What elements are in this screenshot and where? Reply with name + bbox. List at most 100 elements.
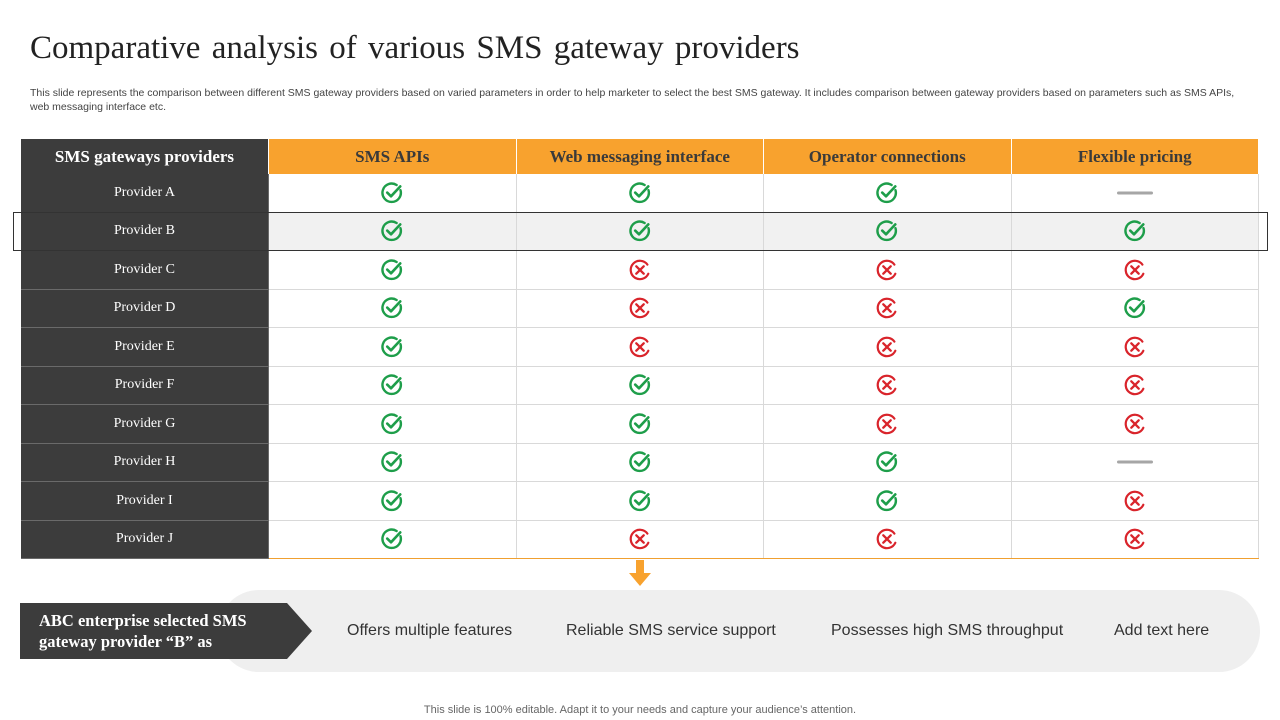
provider-name-cell: Provider G bbox=[21, 404, 269, 444]
check-circle-icon bbox=[1124, 220, 1145, 242]
check-circle-icon bbox=[381, 374, 403, 396]
x-circle-icon bbox=[1124, 528, 1145, 550]
check-circle-icon bbox=[876, 490, 898, 511]
x-circle-icon bbox=[876, 528, 897, 550]
provider-name-cell: Provider D bbox=[21, 289, 269, 328]
cell-flexible-pricing bbox=[1011, 327, 1259, 367]
cell-web-messaging-interface bbox=[516, 212, 764, 251]
x-circle-icon bbox=[629, 528, 650, 550]
provider-name-cell: Provider F bbox=[21, 366, 269, 405]
check-circle-icon bbox=[629, 374, 650, 396]
x-circle-icon bbox=[1124, 413, 1145, 434]
column-header-web-messaging-interface: Web messaging interface bbox=[516, 139, 764, 174]
reason-add-text-placeholder: Add text here bbox=[1114, 622, 1210, 639]
cell-web-messaging-interface bbox=[516, 520, 764, 559]
x-circle-icon bbox=[1124, 259, 1145, 280]
cell-operator-connections bbox=[763, 404, 1012, 444]
check-circle-icon bbox=[629, 413, 650, 434]
cell-sms-apis bbox=[268, 481, 517, 521]
reason-reliable-support: Reliable SMS service support bbox=[566, 622, 776, 639]
arrow-down-icon bbox=[629, 560, 651, 586]
selection-reasons-band: Offers multiple features Reliable SMS se… bbox=[218, 590, 1260, 672]
cell-flexible-pricing bbox=[1011, 366, 1259, 405]
x-circle-icon bbox=[876, 413, 897, 434]
x-circle-icon bbox=[629, 336, 650, 357]
reason-high-throughput: Possesses high SMS throughput bbox=[831, 622, 1064, 639]
cell-flexible-pricing bbox=[1011, 250, 1259, 290]
table-row: Provider H bbox=[21, 443, 1259, 482]
slide-title: Comparative analysis of various SMS gate… bbox=[30, 30, 800, 66]
cell-sms-apis bbox=[268, 289, 517, 328]
table-row: Provider B bbox=[21, 212, 1259, 251]
check-circle-icon bbox=[629, 451, 650, 473]
check-circle-icon bbox=[381, 490, 403, 511]
column-header-flexible-pricing: Flexible pricing bbox=[1011, 139, 1259, 174]
table-row: Provider I bbox=[21, 481, 1259, 521]
table-body: Provider A Provider B Provider C Provider D… bbox=[21, 174, 1259, 559]
cell-operator-connections bbox=[763, 250, 1012, 290]
cell-sms-apis bbox=[268, 327, 517, 367]
check-circle-icon bbox=[629, 220, 650, 242]
table-row: Provider C bbox=[21, 250, 1259, 290]
cell-operator-connections bbox=[763, 481, 1012, 521]
x-circle-icon bbox=[876, 336, 897, 357]
provider-name-cell: Provider C bbox=[21, 250, 269, 290]
reason-multiple-features: Offers multiple features bbox=[347, 622, 513, 639]
cell-operator-connections bbox=[763, 289, 1012, 328]
table-row: Provider J bbox=[21, 520, 1259, 559]
cell-sms-apis bbox=[268, 366, 517, 405]
column-header-operator-connections: Operator connections bbox=[763, 139, 1012, 174]
provider-name-cell: Provider J bbox=[21, 520, 269, 559]
cell-web-messaging-interface bbox=[516, 250, 764, 290]
x-circle-icon bbox=[876, 297, 897, 319]
table-header-row: SMS gateways providers SMS APIs Web mess… bbox=[21, 139, 1259, 174]
cell-web-messaging-interface bbox=[516, 366, 764, 405]
cell-web-messaging-interface bbox=[516, 404, 764, 444]
x-circle-icon bbox=[629, 259, 650, 280]
check-circle-icon bbox=[381, 220, 403, 242]
check-circle-icon bbox=[381, 336, 403, 357]
cell-operator-connections bbox=[763, 212, 1012, 251]
check-circle-icon bbox=[1124, 297, 1145, 319]
cell-sms-apis bbox=[268, 443, 517, 482]
provider-name-cell: Provider E bbox=[21, 327, 269, 367]
x-circle-icon bbox=[629, 297, 650, 319]
slide-description: This slide represents the comparison bet… bbox=[30, 87, 1235, 113]
cell-sms-apis bbox=[268, 250, 517, 290]
cell-flexible-pricing bbox=[1011, 520, 1259, 559]
provider-name-cell: Provider B bbox=[21, 212, 269, 251]
column-header-providers: SMS gateways providers bbox=[21, 139, 269, 174]
table-row: Provider G bbox=[21, 404, 1259, 444]
check-circle-icon bbox=[381, 528, 403, 550]
cell-sms-apis bbox=[268, 520, 517, 559]
cell-sms-apis bbox=[268, 212, 517, 251]
cell-flexible-pricing bbox=[1011, 174, 1259, 213]
check-circle-icon bbox=[876, 220, 898, 242]
check-circle-icon bbox=[876, 182, 898, 203]
comparison-table: SMS gateways providers SMS APIs Web mess… bbox=[21, 139, 1259, 559]
provider-name-cell: Provider I bbox=[21, 481, 269, 521]
check-circle-icon bbox=[381, 259, 403, 280]
table-row: Provider F bbox=[21, 366, 1259, 405]
x-circle-icon bbox=[1124, 490, 1145, 511]
x-circle-icon bbox=[1124, 374, 1145, 396]
cell-flexible-pricing bbox=[1011, 289, 1259, 328]
check-circle-icon bbox=[381, 413, 403, 434]
provider-name-cell: Provider H bbox=[21, 443, 269, 482]
selection-callout: ABC enterprise selected SMS gateway prov… bbox=[20, 603, 312, 659]
x-circle-icon bbox=[876, 259, 897, 280]
dash-icon bbox=[1116, 460, 1153, 464]
check-circle-icon bbox=[629, 182, 650, 203]
cell-operator-connections bbox=[763, 366, 1012, 405]
table-row: Provider A bbox=[21, 174, 1259, 213]
cell-operator-connections bbox=[763, 443, 1012, 482]
dash-icon bbox=[1116, 191, 1153, 195]
table-row: Provider E bbox=[21, 327, 1259, 367]
cell-web-messaging-interface bbox=[516, 443, 764, 482]
cell-flexible-pricing bbox=[1011, 443, 1259, 482]
cell-operator-connections bbox=[763, 174, 1012, 213]
check-circle-icon bbox=[381, 182, 403, 203]
selection-callout-text: ABC enterprise selected SMS gateway prov… bbox=[39, 611, 247, 651]
check-circle-icon bbox=[629, 490, 650, 511]
column-header-sms-apis: SMS APIs bbox=[268, 139, 517, 174]
